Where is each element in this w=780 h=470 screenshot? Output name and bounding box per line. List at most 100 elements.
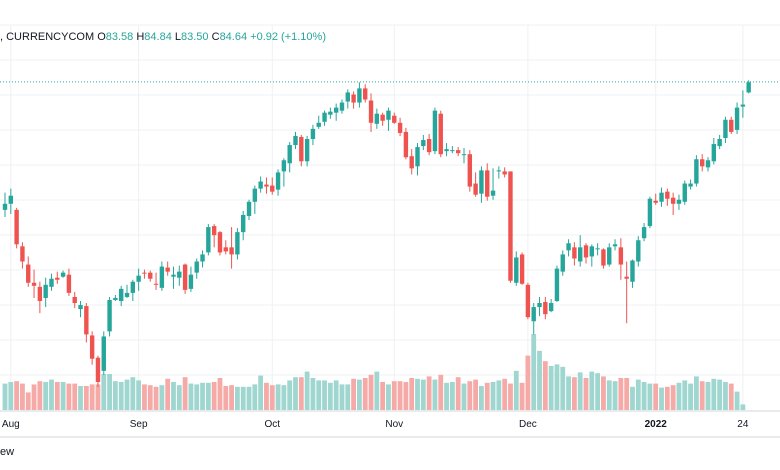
volume-bar	[676, 382, 682, 410]
volume-bars	[2, 334, 746, 410]
volume-bar	[723, 382, 728, 410]
volume-bar	[624, 378, 630, 410]
candle-body	[26, 264, 31, 283]
volume-bar	[426, 376, 432, 410]
candle-body	[659, 192, 664, 202]
candle-body	[485, 170, 490, 197]
volume-bar	[235, 386, 240, 410]
candle-body	[368, 100, 374, 123]
volume-bar	[83, 386, 89, 410]
volume-bar	[310, 378, 316, 410]
volume-bar	[124, 379, 130, 410]
candle-body	[217, 232, 223, 253]
candle-body	[258, 181, 263, 189]
candle-body	[20, 246, 25, 262]
volume-bar	[705, 382, 711, 410]
grid-lines	[0, 24, 780, 411]
candle-body	[55, 277, 60, 280]
ohlc-legend: , CURRENCYCOM O83.58 H84.84 L83.50 C84.6…	[0, 31, 326, 43]
volume-bar	[95, 384, 101, 410]
volume-bar	[211, 382, 217, 410]
volume-bar	[397, 381, 403, 410]
high-label: H	[136, 31, 145, 43]
volume-bar	[461, 383, 467, 410]
volume-bar	[740, 404, 746, 410]
candle-body	[641, 227, 647, 239]
volume-bar	[525, 355, 531, 410]
volume-bar	[20, 383, 25, 410]
volume-bar	[403, 382, 409, 410]
volume-bar	[641, 382, 647, 410]
candle-body	[345, 92, 350, 102]
candle-body	[49, 278, 54, 287]
volume-bar	[409, 378, 415, 410]
volume-bar	[147, 385, 153, 410]
candle-body	[200, 254, 205, 262]
volume-bar	[2, 383, 8, 410]
candle-body	[682, 183, 687, 202]
volume-bar	[31, 384, 37, 410]
candle-body	[397, 122, 403, 133]
candle-body	[711, 144, 717, 162]
volume-bar	[304, 371, 310, 410]
volume-bar	[107, 374, 112, 410]
volume-bar	[438, 374, 444, 410]
candle-body	[322, 112, 327, 122]
volume-bar	[153, 386, 159, 410]
candle-body	[537, 303, 542, 308]
candle-body	[101, 336, 106, 371]
volume-bar	[577, 372, 583, 410]
candle-body	[299, 136, 304, 162]
volume-bar	[25, 392, 31, 410]
volume-bar	[118, 382, 124, 410]
candle-body	[653, 200, 658, 203]
footer-text: ew	[0, 446, 15, 458]
candle-body	[548, 303, 554, 312]
close-value: 84.64	[219, 31, 248, 43]
volume-bar	[298, 377, 304, 410]
candle-body	[636, 240, 641, 262]
candle-body	[113, 297, 118, 300]
candle-body	[124, 292, 130, 297]
volume-bar	[711, 378, 717, 410]
volume-bar	[316, 380, 322, 410]
candle-body	[374, 113, 380, 124]
volume-bar	[72, 383, 78, 410]
volume-bar	[171, 382, 176, 410]
candle-body	[310, 128, 316, 139]
candle-body	[554, 268, 560, 301]
candle-body	[670, 197, 676, 204]
candle-body	[60, 272, 66, 277]
volume-bar	[571, 377, 577, 410]
volume-bar	[566, 376, 571, 410]
candle-body	[275, 172, 281, 190]
volume-bar	[200, 382, 205, 410]
candle-body	[450, 150, 455, 152]
volume-bar	[473, 379, 479, 410]
candle-body	[223, 247, 228, 252]
volume-bar	[647, 383, 653, 410]
candle-body	[165, 267, 170, 272]
candle-body	[473, 183, 478, 195]
candle-body	[264, 184, 269, 187]
candle-body	[380, 114, 385, 121]
candle-body	[426, 139, 432, 153]
candle-body	[560, 254, 565, 272]
candle-body	[351, 94, 356, 103]
volume-bar	[606, 380, 612, 410]
x-tick-label: Sep	[130, 419, 148, 430]
volume-bar	[484, 382, 490, 410]
candle-body	[665, 191, 670, 199]
volume-bar	[293, 377, 298, 410]
candle-body	[339, 102, 345, 111]
volume-bar	[688, 383, 693, 410]
candle-body	[566, 243, 571, 251]
candle-body	[107, 299, 112, 332]
candle-body	[723, 119, 728, 138]
volume-bar	[43, 382, 49, 410]
volume-bar	[205, 382, 211, 410]
volume-bar	[479, 386, 484, 410]
candle-body	[37, 286, 43, 301]
volume-bar	[548, 366, 554, 410]
